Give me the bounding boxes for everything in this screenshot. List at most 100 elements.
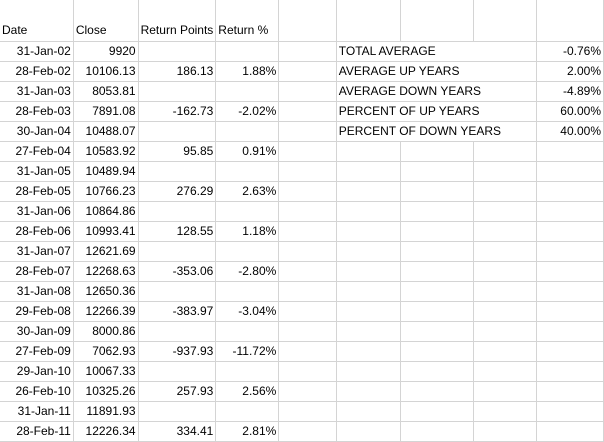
empty-cell[interactable]	[473, 401, 537, 422]
empty-cell[interactable]	[473, 341, 537, 362]
summary-label-cell[interactable]: AVERAGE UP YEARS	[336, 61, 537, 82]
empty-cell[interactable]	[400, 221, 474, 242]
date-cell[interactable]: 28-Feb-03	[0, 101, 74, 122]
header-close[interactable]: Close	[73, 0, 139, 42]
date-cell[interactable]: 29-Feb-08	[0, 301, 74, 322]
empty-cell[interactable]	[473, 0, 537, 42]
empty-cell[interactable]	[536, 261, 604, 282]
empty-cell[interactable]	[336, 201, 402, 222]
return-pct-cell[interactable]	[215, 121, 280, 142]
return-pct-cell[interactable]: 1.18%	[215, 221, 280, 242]
empty-cell[interactable]	[400, 301, 474, 322]
return-pct-cell[interactable]	[215, 201, 280, 222]
empty-cell[interactable]	[536, 301, 604, 322]
empty-cell[interactable]	[278, 401, 337, 422]
summary-value-cell[interactable]: 40.00%	[536, 121, 604, 142]
date-cell[interactable]: 28-Feb-11	[0, 421, 74, 442]
empty-cell[interactable]	[336, 0, 402, 42]
empty-cell[interactable]	[473, 281, 537, 302]
empty-cell[interactable]	[400, 321, 474, 342]
empty-cell[interactable]	[536, 141, 604, 162]
empty-cell[interactable]	[473, 141, 537, 162]
empty-cell[interactable]	[473, 221, 537, 242]
empty-cell[interactable]	[473, 301, 537, 322]
close-cell[interactable]: 7891.08	[73, 101, 139, 122]
empty-cell[interactable]	[536, 421, 604, 442]
return-pct-cell[interactable]	[215, 281, 280, 302]
return-points-cell[interactable]	[138, 241, 217, 262]
return-pct-cell[interactable]: -3.04%	[215, 301, 280, 322]
header-date[interactable]: Date	[0, 0, 74, 42]
close-cell[interactable]: 10067.33	[73, 361, 139, 382]
return-pct-cell[interactable]	[215, 161, 280, 182]
return-points-cell[interactable]	[138, 121, 217, 142]
empty-cell[interactable]	[278, 141, 337, 162]
return-pct-cell[interactable]: -2.80%	[215, 261, 280, 282]
return-pct-cell[interactable]: 2.81%	[215, 421, 280, 442]
empty-cell[interactable]	[473, 201, 537, 222]
empty-cell[interactable]	[278, 121, 337, 142]
return-points-cell[interactable]	[138, 401, 217, 422]
empty-cell[interactable]	[336, 361, 402, 382]
empty-cell[interactable]	[473, 421, 537, 442]
return-points-cell[interactable]: 257.93	[138, 381, 217, 402]
return-points-cell[interactable]	[138, 361, 217, 382]
empty-cell[interactable]	[536, 341, 604, 362]
empty-cell[interactable]	[536, 321, 604, 342]
date-cell[interactable]: 29-Jan-10	[0, 361, 74, 382]
empty-cell[interactable]	[473, 261, 537, 282]
close-cell[interactable]: 10106.13	[73, 61, 139, 82]
empty-cell[interactable]	[336, 181, 402, 202]
close-cell[interactable]: 8053.81	[73, 81, 139, 102]
summary-label-cell[interactable]: PERCENT OF UP YEARS	[336, 101, 537, 122]
close-cell[interactable]: 10583.92	[73, 141, 139, 162]
empty-cell[interactable]	[400, 401, 474, 422]
date-cell[interactable]: 30-Jan-04	[0, 121, 74, 142]
close-cell[interactable]: 10325.26	[73, 381, 139, 402]
return-pct-cell[interactable]	[215, 321, 280, 342]
empty-cell[interactable]	[400, 341, 474, 362]
return-points-cell[interactable]	[138, 41, 217, 62]
return-pct-cell[interactable]	[215, 41, 280, 62]
empty-cell[interactable]	[336, 241, 402, 262]
return-pct-cell[interactable]	[215, 81, 280, 102]
empty-cell[interactable]	[336, 341, 402, 362]
empty-cell[interactable]	[336, 421, 402, 442]
date-cell[interactable]: 27-Feb-09	[0, 341, 74, 362]
empty-cell[interactable]	[400, 181, 474, 202]
empty-cell[interactable]	[336, 221, 402, 242]
empty-cell[interactable]	[336, 381, 402, 402]
return-points-cell[interactable]: -162.73	[138, 101, 217, 122]
close-cell[interactable]: 12650.36	[73, 281, 139, 302]
summary-label-cell[interactable]: TOTAL AVERAGE	[336, 41, 537, 62]
return-pct-cell[interactable]: -2.02%	[215, 101, 280, 122]
empty-cell[interactable]	[473, 161, 537, 182]
empty-cell[interactable]	[536, 201, 604, 222]
empty-cell[interactable]	[536, 161, 604, 182]
empty-cell[interactable]	[278, 41, 337, 62]
empty-cell[interactable]	[336, 261, 402, 282]
summary-value-cell[interactable]: -0.76%	[536, 41, 604, 62]
close-cell[interactable]: 12266.39	[73, 301, 139, 322]
return-points-cell[interactable]: 186.13	[138, 61, 217, 82]
return-pct-cell[interactable]	[215, 361, 280, 382]
empty-cell[interactable]	[400, 141, 474, 162]
empty-cell[interactable]	[278, 241, 337, 262]
empty-cell[interactable]	[536, 0, 604, 42]
empty-cell[interactable]	[400, 201, 474, 222]
close-cell[interactable]: 11891.93	[73, 401, 139, 422]
empty-cell[interactable]	[278, 101, 337, 122]
close-cell[interactable]: 10766.23	[73, 181, 139, 202]
header-return-pct[interactable]: Return %	[215, 0, 280, 42]
close-cell[interactable]: 12268.63	[73, 261, 139, 282]
date-cell[interactable]: 31-Jan-07	[0, 241, 74, 262]
return-points-cell[interactable]	[138, 281, 217, 302]
empty-cell[interactable]	[278, 301, 337, 322]
date-cell[interactable]: 28-Feb-07	[0, 261, 74, 282]
close-cell[interactable]: 10488.07	[73, 121, 139, 142]
return-points-cell[interactable]	[138, 321, 217, 342]
empty-cell[interactable]	[336, 301, 402, 322]
return-pct-cell[interactable]: 2.56%	[215, 381, 280, 402]
empty-cell[interactable]	[473, 361, 537, 382]
empty-cell[interactable]	[278, 321, 337, 342]
